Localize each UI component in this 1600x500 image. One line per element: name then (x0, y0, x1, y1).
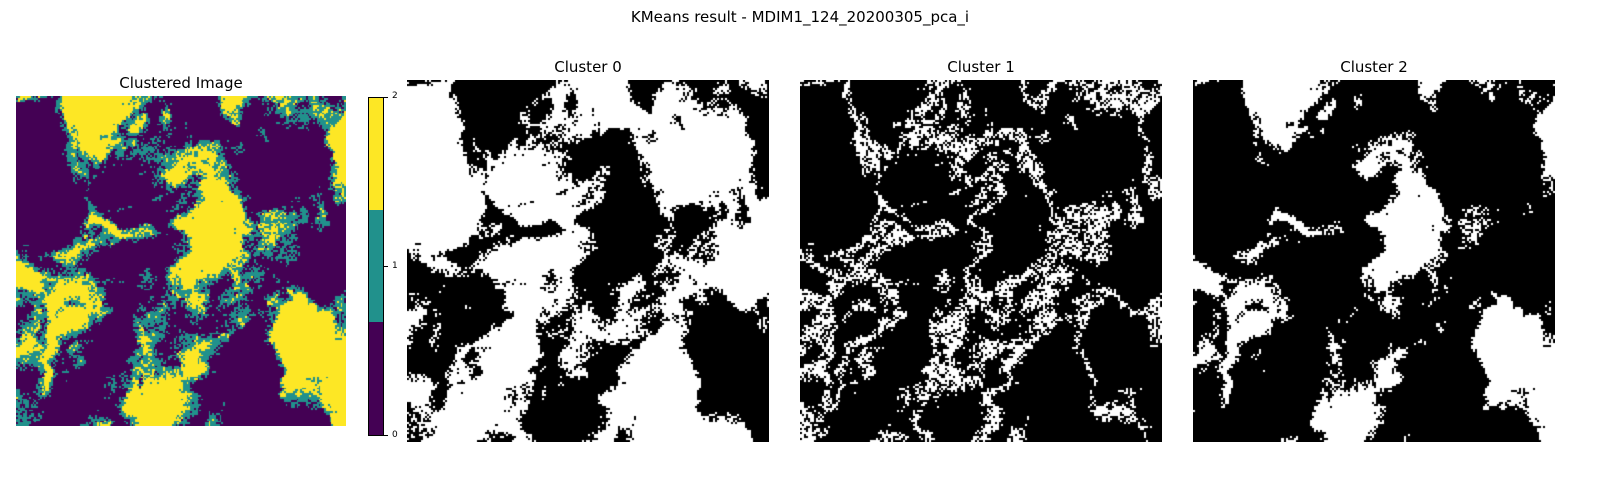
colorbar-label-1: 1 (392, 261, 398, 271)
colorbar-tick-2 (384, 97, 388, 98)
colorbar-label-0: 0 (392, 430, 398, 440)
clustered-image-heatmap (16, 96, 346, 426)
cluster-2-mask (1193, 80, 1555, 442)
figure-suptitle: KMeans result - MDIM1_124_20200305_pca_i (630, 8, 970, 26)
panel-title-clustered-image: Clustered Image (119, 74, 243, 92)
colorbar-segment-0 (369, 322, 383, 435)
cluster-1-mask (800, 80, 1162, 442)
colorbar-segment-1 (369, 210, 383, 323)
cluster-0-mask (407, 80, 769, 442)
panel-title-cluster-2: Cluster 2 (1340, 58, 1408, 76)
colorbar (368, 97, 384, 436)
colorbar-label-2: 2 (392, 91, 398, 101)
panel-title-cluster-1: Cluster 1 (947, 58, 1015, 76)
colorbar-tick-0 (384, 435, 388, 436)
colorbar-segment-2 (369, 98, 383, 211)
panel-title-cluster-0: Cluster 0 (554, 58, 622, 76)
colorbar-tick-1 (384, 266, 388, 267)
